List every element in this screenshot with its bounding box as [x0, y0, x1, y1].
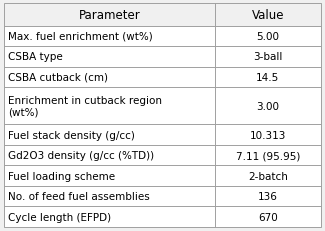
Bar — [4, 67, 215, 88]
Bar — [4, 125, 215, 145]
Bar — [215, 207, 321, 227]
Bar — [215, 186, 321, 207]
Text: 10.313: 10.313 — [250, 130, 286, 140]
Text: 136: 136 — [258, 191, 278, 201]
Text: Fuel loading scheme: Fuel loading scheme — [8, 171, 115, 181]
Text: Parameter: Parameter — [79, 9, 140, 22]
Text: Max. fuel enrichment (wt%): Max. fuel enrichment (wt%) — [8, 32, 153, 42]
Text: Fuel stack density (g/cc): Fuel stack density (g/cc) — [8, 130, 135, 140]
Text: No. of feed fuel assemblies: No. of feed fuel assemblies — [8, 191, 150, 201]
Text: 670: 670 — [258, 212, 278, 222]
Text: Value: Value — [252, 9, 284, 22]
Text: 3-ball: 3-ball — [253, 52, 283, 62]
Bar — [4, 4, 215, 27]
Bar — [4, 186, 215, 207]
Bar — [215, 27, 321, 47]
Bar — [215, 4, 321, 27]
Bar — [215, 88, 321, 125]
Bar — [4, 166, 215, 186]
Text: CSBA type: CSBA type — [8, 52, 63, 62]
Bar — [215, 67, 321, 88]
Text: Cycle length (EFPD): Cycle length (EFPD) — [8, 212, 111, 222]
Bar — [215, 47, 321, 67]
Bar — [215, 145, 321, 166]
Bar — [215, 125, 321, 145]
Bar — [4, 145, 215, 166]
Text: 2-batch: 2-batch — [248, 171, 288, 181]
Bar — [4, 88, 215, 125]
Text: Enrichment in cutback region
(wt%): Enrichment in cutback region (wt%) — [8, 95, 162, 117]
Text: CSBA cutback (cm): CSBA cutback (cm) — [8, 73, 108, 83]
Text: 7.11 (95.95): 7.11 (95.95) — [236, 150, 300, 160]
Bar — [4, 207, 215, 227]
Text: 14.5: 14.5 — [256, 73, 280, 83]
Text: 5.00: 5.00 — [256, 32, 280, 42]
Text: 3.00: 3.00 — [256, 101, 280, 111]
Text: Gd2O3 density (g/cc (%TD)): Gd2O3 density (g/cc (%TD)) — [8, 150, 154, 160]
Bar — [4, 27, 215, 47]
Bar — [215, 166, 321, 186]
Bar — [4, 47, 215, 67]
